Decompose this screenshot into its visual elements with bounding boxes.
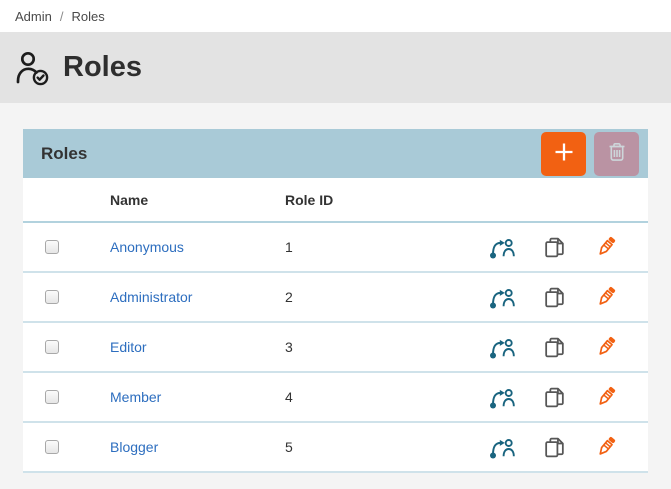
assign-users-icon[interactable] bbox=[488, 234, 515, 261]
panel-title: Roles bbox=[41, 143, 88, 163]
row-checkbox[interactable] bbox=[45, 440, 59, 454]
plus-icon bbox=[551, 139, 577, 168]
row-checkbox[interactable] bbox=[45, 340, 59, 354]
header-name: Name bbox=[110, 178, 285, 223]
add-role-button[interactable] bbox=[541, 131, 586, 176]
edit-pencil-icon[interactable] bbox=[594, 285, 618, 309]
role-name-link[interactable]: Anonymous bbox=[110, 239, 184, 255]
duplicate-icon[interactable] bbox=[542, 435, 567, 460]
assign-users-icon[interactable] bbox=[488, 284, 515, 311]
user-check-icon bbox=[14, 49, 52, 87]
edit-pencil-icon[interactable] bbox=[594, 435, 618, 459]
edit-pencil-icon[interactable] bbox=[594, 235, 618, 259]
duplicate-icon[interactable] bbox=[542, 235, 567, 260]
role-id-value: 2 bbox=[285, 272, 473, 323]
row-checkbox[interactable] bbox=[45, 390, 59, 404]
row-checkbox[interactable] bbox=[45, 240, 59, 254]
table-row: Editor 3 bbox=[23, 322, 648, 373]
table-row: Blogger 5 bbox=[23, 422, 648, 473]
role-id-value: 4 bbox=[285, 372, 473, 423]
assign-users-icon[interactable] bbox=[488, 334, 515, 361]
breadcrumb-separator: / bbox=[59, 8, 64, 24]
panel-header: Roles bbox=[23, 129, 648, 178]
table-row: Member 4 bbox=[23, 372, 648, 423]
row-checkbox[interactable] bbox=[45, 290, 59, 304]
duplicate-icon[interactable] bbox=[542, 335, 567, 360]
header-checkbox-column bbox=[23, 178, 110, 223]
delete-roles-button[interactable] bbox=[594, 131, 639, 176]
table-header-row: Name Role ID bbox=[23, 178, 648, 223]
role-name-link[interactable]: Administrator bbox=[110, 289, 193, 305]
trash-icon bbox=[605, 140, 629, 167]
breadcrumb-admin-link[interactable]: Admin bbox=[15, 8, 52, 24]
table-row: Anonymous 1 bbox=[23, 222, 648, 273]
role-id-value: 1 bbox=[285, 222, 473, 273]
breadcrumb: Admin / Roles bbox=[0, 0, 671, 32]
role-id-value: 5 bbox=[285, 422, 473, 473]
page-header: Roles bbox=[0, 32, 671, 103]
role-id-value: 3 bbox=[285, 322, 473, 373]
assign-users-icon[interactable] bbox=[488, 434, 515, 461]
breadcrumb-current: Roles bbox=[71, 8, 105, 24]
role-name-link[interactable]: Editor bbox=[110, 339, 147, 355]
table-row: Administrator 2 bbox=[23, 272, 648, 323]
duplicate-icon[interactable] bbox=[542, 385, 567, 410]
edit-pencil-icon[interactable] bbox=[594, 385, 618, 409]
edit-pencil-icon[interactable] bbox=[594, 335, 618, 359]
header-actions-column bbox=[473, 178, 648, 223]
roles-panel: Roles bbox=[23, 129, 648, 473]
header-role-id: Role ID bbox=[285, 178, 473, 223]
role-name-link[interactable]: Blogger bbox=[110, 439, 159, 455]
assign-users-icon[interactable] bbox=[488, 384, 515, 411]
role-name-link[interactable]: Member bbox=[110, 389, 162, 405]
duplicate-icon[interactable] bbox=[542, 285, 567, 310]
roles-table: Name Role ID Anonymous 1 bbox=[23, 178, 648, 473]
page-title: Roles bbox=[63, 51, 142, 83]
